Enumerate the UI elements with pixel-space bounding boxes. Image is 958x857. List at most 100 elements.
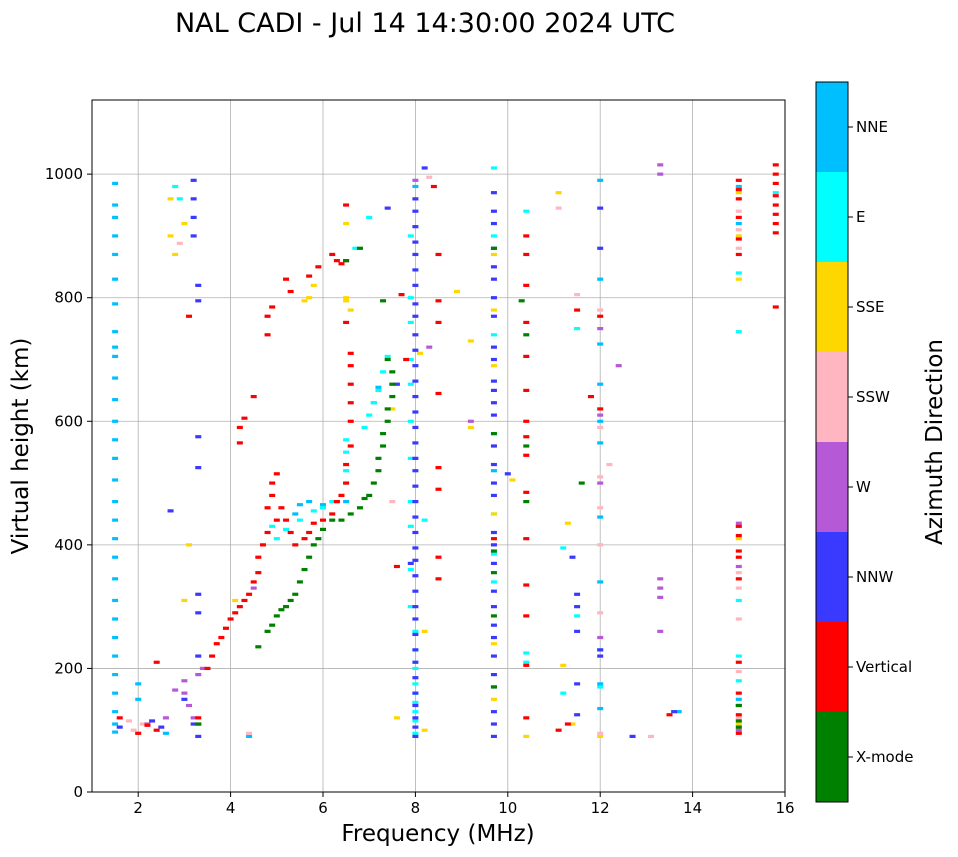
echo-point [347,444,354,448]
echo-point [597,314,604,318]
echo-point [112,252,119,257]
echo-point [112,354,119,359]
echo-point [772,191,779,195]
echo-point [269,481,276,485]
echo-point [393,716,400,720]
echo-point [657,595,664,599]
y-tick-label: 0 [73,783,83,801]
echo-point [204,666,211,671]
echo-point [356,246,363,250]
echo-point [412,676,419,680]
echo-point [523,252,530,257]
echo-point [490,697,497,701]
echo-point [259,543,266,547]
echo-point [597,731,604,735]
echo-point [421,629,428,633]
echo-point [421,518,428,522]
echo-point [564,521,571,525]
echo-point [255,571,262,575]
echo-point [574,293,581,297]
echo-point [343,500,350,504]
echo-point [412,268,419,272]
echo-point [412,197,419,201]
echo-point [735,654,742,658]
echo-point [597,382,604,386]
x-tick-label: 6 [318,799,328,817]
echo-point [176,241,183,245]
echo-point [735,660,742,664]
echo-point [490,710,497,714]
echo-point [412,589,419,593]
echo-point [112,203,119,207]
echo-point [389,370,396,374]
echo-point [523,419,530,423]
echo-point [597,327,604,331]
echo-point [195,466,202,470]
echo-point [597,635,604,640]
echo-point [130,728,137,732]
echo-point [735,209,742,213]
echo-point [407,567,414,572]
echo-point [412,379,419,383]
echo-point [186,314,193,318]
echo-point [361,496,368,501]
colorbar-tick-label: W [856,478,871,496]
echo-point [246,734,253,738]
echo-point [412,240,419,244]
colorbar-segment [816,622,848,712]
echo-point [735,524,742,528]
echo-point [329,500,336,504]
echo-point [112,215,119,219]
echo-point [597,611,604,615]
echo-point [296,503,303,507]
colorbar-tick-label: E [856,208,865,226]
echo-point [250,580,257,584]
echo-point [578,481,585,485]
echo-point [190,716,197,720]
echo-point [490,308,497,312]
chart-title: NAL CADI - Jul 14 14:30:00 2024 UTC [175,8,675,39]
echo-point [306,296,313,300]
echo-point [190,197,197,201]
echo-point [195,716,202,720]
echo-point [167,509,174,513]
echo-point [490,314,497,318]
echo-point [735,221,742,226]
echo-point [343,450,350,454]
echo-point [412,629,419,633]
echo-point [370,481,377,485]
echo-point [112,555,119,559]
echo-point [296,580,303,584]
echo-point [366,493,373,498]
echo-point [366,413,373,417]
echo-point [412,546,419,550]
echo-point [523,734,530,738]
echo-point [264,506,271,510]
echo-point [735,191,742,195]
echo-point [112,691,119,695]
echo-point [523,283,530,287]
echo-point [366,215,373,219]
echo-point [735,277,742,281]
echo-point [264,333,271,337]
echo-point [384,419,391,423]
x-tick-label: 2 [133,799,143,817]
echo-point [269,623,276,627]
echo-point [310,543,317,547]
echo-point [195,673,202,677]
echo-point [343,481,350,485]
echo-point [232,611,239,615]
echo-point [112,456,119,460]
echo-point [772,221,779,226]
echo-point [772,203,779,207]
echo-point [112,730,119,734]
echo-point [490,191,497,195]
y-tick-label: 200 [54,659,83,677]
echo-point [278,608,285,612]
echo-point [153,660,160,664]
echo-point [523,388,530,392]
echo-point [735,697,742,701]
echo-point [587,394,594,399]
echo-point [523,651,530,655]
echo-point [412,725,419,729]
